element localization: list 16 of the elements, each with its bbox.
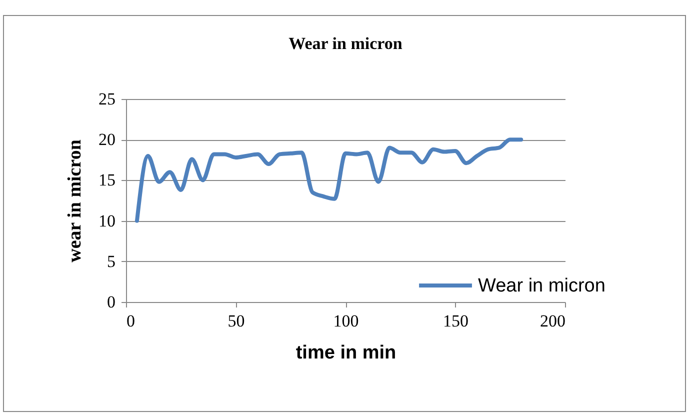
y-tick-label: 0 — [107, 292, 116, 312]
y-tick-label: 20 — [98, 130, 116, 150]
y-tick-label: 25 — [98, 90, 116, 108]
legend-label: Wear in micron — [478, 276, 606, 296]
x-tick-label: 100 — [333, 312, 359, 330]
line-series — [134, 138, 524, 223]
y-tick-label: 5 — [107, 252, 116, 271]
x-tick-label: 50 — [228, 312, 245, 330]
y-axis-title: wear in micron — [64, 139, 86, 262]
chart-title: Wear in micron — [288, 34, 403, 53]
x-tick-label: 200 — [540, 312, 566, 330]
x-tick-label: 0 — [126, 312, 135, 330]
x-axis-title: time in min — [296, 342, 396, 364]
x-tick-label: 150 — [443, 312, 468, 330]
y-tick-label: 10 — [98, 211, 116, 230]
y-tick-label: 15 — [98, 170, 116, 190]
